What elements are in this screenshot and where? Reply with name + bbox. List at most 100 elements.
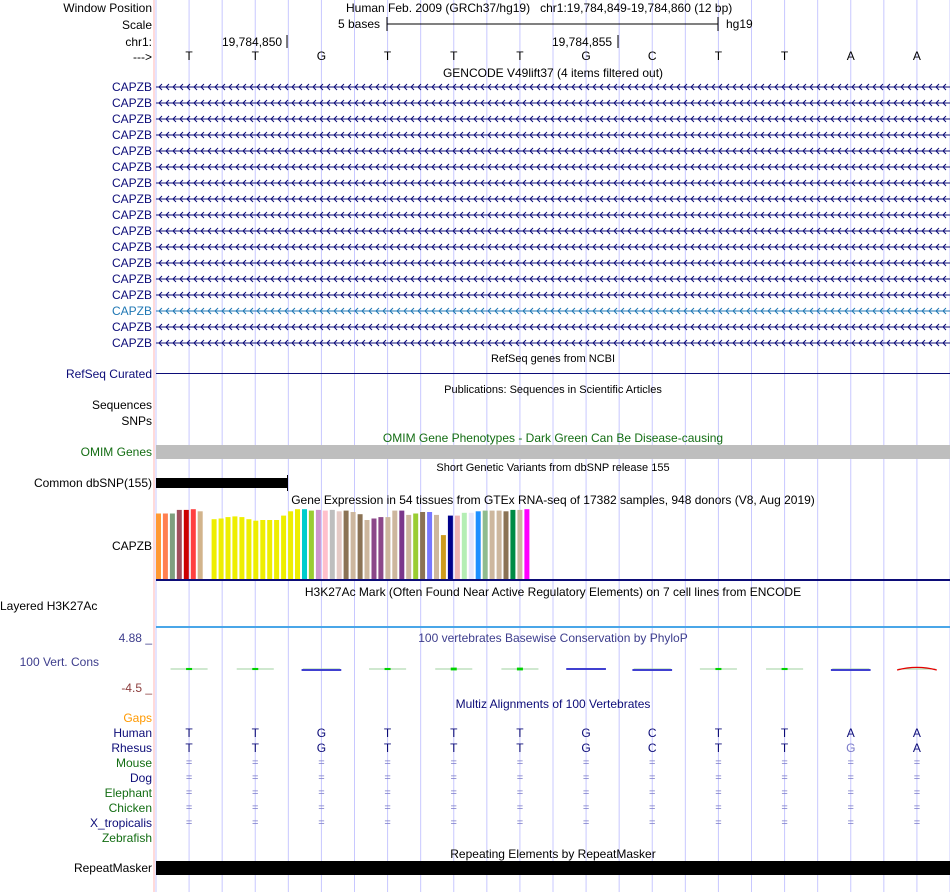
gene-label-capzb[interactable]: CAPZB	[111, 128, 152, 142]
phylop-score-mark[interactable]	[186, 667, 193, 671]
phylop-score-mark[interactable]	[301, 669, 342, 671]
gtex-tissue-bar[interactable]	[427, 512, 433, 579]
gene-label-capzb[interactable]: CAPZB	[111, 272, 152, 286]
gtex-tissue-bar[interactable]	[468, 512, 474, 579]
dbsnp-variant-bar[interactable]	[156, 478, 288, 488]
phylop-score-mark[interactable]	[781, 667, 788, 671]
gtex-tissue-bar[interactable]	[350, 512, 356, 579]
gtex-tissue-bar[interactable]	[253, 520, 259, 579]
gene-label-capzb[interactable]: CAPZB	[111, 336, 152, 350]
gtex-tissue-bar[interactable]	[364, 520, 370, 579]
gtex-tissue-bar[interactable]	[371, 518, 377, 580]
multiz-track-title[interactable]: Multiz Alignments of 100 Vertebrates	[455, 697, 651, 711]
phylop-score-mark[interactable]	[830, 669, 871, 671]
gene-label-capzb[interactable]: CAPZB	[111, 224, 152, 238]
gtex-tissue-bar[interactable]	[169, 513, 175, 580]
phylop-score-mark[interactable]	[632, 669, 673, 671]
gtex-tissue-bar[interactable]	[274, 520, 280, 579]
h3k27ac-track-title[interactable]: H3K27Ac Mark (Often Found Near Active Re…	[304, 585, 802, 599]
gtex-tissue-bar[interactable]	[343, 510, 349, 579]
gtex-tissue-bar[interactable]	[524, 509, 530, 579]
species-label-zebrafish[interactable]: Zebrafish	[101, 831, 152, 845]
gtex-tissue-bar[interactable]	[162, 513, 168, 580]
gtex-tissue-bar[interactable]	[322, 510, 328, 579]
gene-label-capzb[interactable]: CAPZB	[111, 160, 152, 174]
gtex-tissue-bar[interactable]	[246, 519, 252, 579]
gtex-tissue-bar[interactable]	[517, 509, 523, 579]
species-label-x_tropicalis[interactable]: X_tropicalis	[89, 816, 152, 830]
gtex-tissue-bar[interactable]	[197, 511, 203, 579]
phylop-score-mark[interactable]	[252, 667, 259, 671]
gene-label-capzb[interactable]: CAPZB	[111, 112, 152, 126]
phylop-score-mark[interactable]	[384, 667, 391, 671]
gtex-tissue-bar[interactable]	[413, 513, 419, 580]
species-label-dog[interactable]: Dog	[129, 771, 152, 785]
phylop-score-mark[interactable]	[516, 667, 523, 671]
gtex-tissue-bar[interactable]	[260, 520, 266, 579]
gtex-tissue-bar[interactable]	[496, 510, 502, 579]
refseq-label[interactable]: RefSeq Curated	[65, 367, 152, 381]
gene-label-capzb[interactable]: CAPZB	[111, 240, 152, 254]
phylop-score-mark[interactable]	[896, 666, 937, 671]
phylop-track-title[interactable]: 100 vertebrates Basewise Conservation by…	[418, 631, 688, 645]
phylop-score-mark[interactable]	[715, 667, 722, 671]
gtex-tissue-bar[interactable]	[475, 511, 481, 579]
gtex-tissue-bar[interactable]	[420, 512, 426, 579]
gtex-tissue-bar[interactable]	[399, 510, 405, 579]
dbsnp-track-title[interactable]: Short Genetic Variants from dbSNP releas…	[436, 462, 670, 474]
gtex-tissue-bar[interactable]	[503, 511, 509, 579]
gene-label-capzb[interactable]: CAPZB	[111, 208, 152, 222]
gtex-track-title[interactable]: Gene Expression in 54 tissues from GTEx …	[291, 493, 815, 507]
refseq-track-title[interactable]: RefSeq genes from NCBI	[490, 353, 616, 365]
species-label-chicken[interactable]: Chicken	[108, 801, 152, 815]
omim-gene-bar[interactable]	[156, 445, 950, 459]
gtex-tissue-bar[interactable]	[440, 535, 446, 579]
phylop-score-mark[interactable]	[450, 667, 457, 671]
omim-track-title[interactable]: OMIM Gene Phenotypes - Dark Green Can Be…	[382, 431, 724, 445]
phylop-score-mark[interactable]	[566, 668, 606, 670]
gtex-tissue-bar[interactable]	[336, 511, 342, 579]
gtex-gene-label[interactable]: CAPZB	[111, 539, 152, 553]
gtex-tissue-bar[interactable]	[378, 517, 384, 579]
gtex-tissue-bar[interactable]	[204, 520, 210, 579]
gtex-tissue-bar[interactable]	[190, 509, 196, 579]
gtex-tissue-bar[interactable]	[281, 515, 287, 579]
gtex-tissue-bar[interactable]	[218, 518, 224, 580]
gene-label-capzb[interactable]: CAPZB	[111, 288, 152, 302]
repeatmasker-element-bar[interactable]	[156, 861, 950, 875]
publications-snps-label[interactable]: SNPs	[121, 414, 152, 428]
gencode-track-title[interactable]: GENCODE V49lift37 (4 items filtered out)	[442, 66, 664, 80]
gtex-tissue-bar[interactable]	[385, 517, 391, 579]
species-label-rhesus[interactable]: Rhesus	[111, 741, 152, 755]
gtex-tissue-bar[interactable]	[211, 519, 217, 579]
phylop-label[interactable]: 100 Vert. Cons	[19, 655, 99, 669]
repeatmasker-track-title[interactable]: Repeating Elements by RepeatMasker	[450, 847, 656, 861]
species-label-mouse[interactable]: Mouse	[115, 756, 152, 770]
gene-label-capzb[interactable]: CAPZB	[111, 144, 152, 158]
gtex-tissue-bar[interactable]	[183, 509, 189, 579]
gtex-tissue-bar[interactable]	[482, 510, 488, 579]
gtex-tissue-bar[interactable]	[267, 520, 273, 579]
gtex-tissue-bar[interactable]	[510, 509, 516, 579]
species-label-human[interactable]: Human	[113, 726, 152, 740]
gtex-tissue-bar[interactable]	[447, 515, 453, 579]
multiz-gaps-label[interactable]: Gaps	[123, 711, 152, 725]
gtex-tissue-bar[interactable]	[461, 512, 467, 579]
omim-genes-label[interactable]: OMIM Genes	[80, 445, 152, 459]
gtex-tissue-bar[interactable]	[329, 509, 335, 579]
gene-label-capzb[interactable]: CAPZB	[111, 96, 152, 110]
publications-sequences-label[interactable]: Sequences	[91, 398, 152, 412]
refseq-transcript-line[interactable]	[156, 373, 950, 374]
gtex-tissue-bar[interactable]	[239, 517, 245, 579]
gtex-tissue-bar[interactable]	[489, 510, 495, 579]
species-label-elephant[interactable]: Elephant	[104, 786, 152, 800]
common-dbsnp-label[interactable]: Common dbSNP(155)	[33, 476, 152, 490]
repeatmasker-label[interactable]: RepeatMasker	[73, 861, 152, 875]
gtex-tissue-bar[interactable]	[225, 517, 231, 579]
gtex-tissue-bar[interactable]	[295, 509, 300, 579]
gene-label-capzb[interactable]: CAPZB	[111, 256, 152, 270]
gtex-tissue-bar[interactable]	[315, 509, 321, 579]
gtex-tissue-bar[interactable]	[406, 514, 412, 579]
publications-track-title[interactable]: Publications: Sequences in Scientific Ar…	[444, 384, 662, 396]
